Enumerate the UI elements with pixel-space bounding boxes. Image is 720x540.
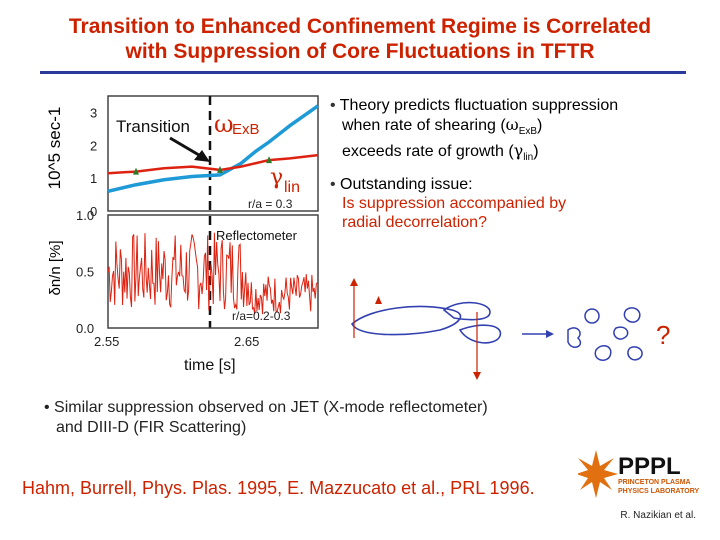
pppl-logo: PPPL PRINCETON PLASMA PHYSICS LABORATORY xyxy=(578,450,699,498)
reference-citation: Hahm, Burrell, Phys. Plas. 1995, E. Mazz… xyxy=(22,478,535,498)
logo-sub1: PRINCETON PLASMA xyxy=(618,479,691,486)
line2-text: when rate of shearing ( xyxy=(342,117,506,134)
line2-sub: ExB xyxy=(518,126,538,138)
upper-y-tick-label: 3 xyxy=(90,105,97,120)
lower-y-tick-label: 0.0 xyxy=(76,321,94,336)
bullet-theory-line3: exceeds rate of growth (γlin) xyxy=(330,141,539,164)
bullet-issue-red2: radial decorrelation? xyxy=(342,214,487,232)
line2-symbol: ω xyxy=(505,115,519,134)
title-divider xyxy=(40,71,686,74)
lower-x-tick-label: 2.65 xyxy=(234,334,259,349)
time-axis-label: time [s] xyxy=(184,357,236,374)
fluctuation-trace xyxy=(107,232,318,315)
decorrelation-diagram: ? xyxy=(350,278,670,380)
bullet-issue-line1: Outstanding issue: xyxy=(340,176,473,194)
lower-y-tick-label: 0.5 xyxy=(76,265,94,280)
lin-series-line xyxy=(107,153,319,175)
line2-close: ) xyxy=(537,117,543,134)
transform-arrowhead xyxy=(546,330,554,338)
logo-sub2: PHYSICS LABORATORY xyxy=(618,488,699,495)
lower-y-tick-label: 1.0 xyxy=(76,208,94,223)
lower-radius-label: r/a=0.2-0.3 xyxy=(232,309,291,323)
upper-y-tick-label: 0 xyxy=(90,204,97,219)
reflectometer-label: Reflectometer xyxy=(216,228,298,243)
upper-radius-label: r/a = 0.3 xyxy=(248,197,293,211)
eddy-elongated-2 xyxy=(442,301,491,321)
eddy-elongated-1 xyxy=(350,305,462,336)
bullet-theory-line1: Theory predicts fluctuation suppression xyxy=(339,97,619,114)
bullet-issue-red1: Is suppression accompanied by xyxy=(342,195,567,213)
eddy-small-1 xyxy=(567,327,582,348)
bullet-issue: • Outstanding issue: Is suppression acco… xyxy=(330,176,567,232)
lin-data-marker xyxy=(133,167,139,175)
line3-text: exceeds rate of growth ( xyxy=(342,143,514,161)
lin-legend-symbol: γ xyxy=(270,165,283,190)
upper-chart-ylabel: 10^5 sec-1 xyxy=(45,107,64,190)
eddy-small-6 xyxy=(627,346,643,361)
bottom-bullet-line1: • Similar suppression observed on JET (X… xyxy=(44,399,488,416)
line3-sub: lin xyxy=(523,152,534,164)
title-line-1: Transition to Enhanced Confinement Regim… xyxy=(68,15,652,38)
figure-panel: 10^5 sec-1 δn/n [%] 3 2 1 0 Transition ω Ex… xyxy=(45,95,320,374)
exb-legend-sub: ExB xyxy=(232,121,260,138)
eddy-small-3 xyxy=(623,307,641,323)
eddy-elongated-3 xyxy=(458,324,502,344)
transition-label: Transition xyxy=(116,117,190,136)
lin-legend-sub: lin xyxy=(284,179,300,196)
lin-data-marker xyxy=(217,165,223,173)
upper-chart-frame xyxy=(107,95,319,212)
exb-legend-symbol: ω xyxy=(214,110,234,138)
question-mark: ? xyxy=(656,320,670,350)
author-credit: R. Nazikian et al. xyxy=(620,510,696,521)
transition-arrow-head xyxy=(194,150,210,162)
shear-arrowhead-up xyxy=(350,278,358,286)
bullet-theory-line2: when rate of shearing (ωExB) xyxy=(330,115,543,138)
bottom-bullet: • Similar suppression observed on JET (X… xyxy=(44,398,488,438)
starburst-icon xyxy=(578,450,618,498)
line3-close: ) xyxy=(533,143,539,161)
lower-chart-ylabel: δn/n [%] xyxy=(47,240,64,295)
logo-main: PPPL xyxy=(618,453,681,480)
eddy-small-4 xyxy=(594,345,612,361)
right-bullets: • Theory predicts fluctuation suppressio… xyxy=(330,96,710,232)
upper-y-tick-label: 1 xyxy=(90,171,97,186)
eddy-small-2 xyxy=(584,308,600,324)
bullet-theory: • Theory predicts fluctuation suppressio… xyxy=(330,97,619,164)
lower-x-tick-label: 2.55 xyxy=(94,334,119,349)
small-arrowhead xyxy=(375,296,382,304)
title-line-2: with Suppression of Core Fluctuations in… xyxy=(125,40,595,63)
bottom-bullet-line2: and DIII-D (FIR Scattering) xyxy=(56,419,247,436)
eddy-small-5 xyxy=(613,326,629,340)
slide-title: Transition to Enhanced Confinement Regim… xyxy=(0,14,720,64)
bottom-line1-text: Similar suppression observed on JET (X-m… xyxy=(54,399,488,416)
line3-symbol: γ xyxy=(513,141,524,161)
lin-data-marker xyxy=(266,156,272,164)
upper-y-tick-label: 2 xyxy=(90,138,97,153)
shear-arrowhead-down xyxy=(473,372,481,380)
